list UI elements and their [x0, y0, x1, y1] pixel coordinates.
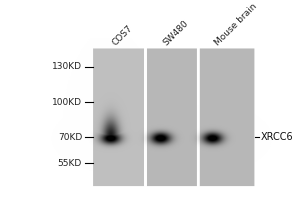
Text: 130KD: 130KD: [52, 62, 82, 71]
Text: XRCC6: XRCC6: [260, 132, 293, 142]
Text: Mouse brain: Mouse brain: [213, 2, 259, 47]
Text: COS7: COS7: [111, 24, 135, 47]
Text: 100KD: 100KD: [52, 98, 82, 107]
Text: 70KD: 70KD: [58, 133, 82, 142]
Text: 55KD: 55KD: [58, 159, 82, 168]
Text: SW480: SW480: [161, 19, 190, 47]
